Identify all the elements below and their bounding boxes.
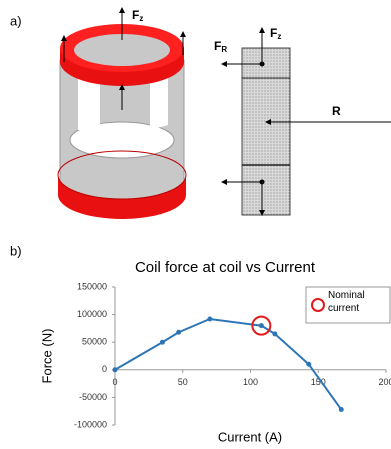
chart-title: Coil force at coil vs Current [135,259,316,276]
x-axis-label: Current (A) [218,429,282,444]
point [339,407,344,412]
force-label: Fz [132,8,143,23]
legend-entry: Nominal current [328,289,388,321]
y-tick-label: 150000 [77,281,107,291]
x-tick-label: 100 [243,377,258,387]
y-tick-label: 50000 [82,337,107,347]
coil-drawing [58,8,391,219]
point [259,323,264,328]
point [207,317,212,322]
point [113,367,118,372]
panel-label: a) [10,13,22,28]
y-tick-label: -50000 [79,392,107,402]
point [176,330,181,335]
x-tick-label: 0 [112,377,117,387]
panel-label: b) [10,243,22,258]
x-tick-label: 200 [378,377,391,387]
force-label: FR [214,39,227,54]
point [272,331,277,336]
y-tick-label: 0 [102,364,107,374]
point [306,362,311,367]
y-axis-label: Force (N) [39,329,54,384]
y-tick-label: -100000 [74,419,107,429]
radius-label: R [332,104,341,118]
legend: Nominal current [306,287,390,323]
legend-label: Nominal current [328,289,376,315]
point [160,340,165,345]
y-tick-label: 100000 [77,309,107,319]
force-label: Fz [270,26,281,41]
figure: a) b) Fz FR Fz R Coil force at coil vs C… [0,0,391,449]
x-tick-label: 50 [178,377,188,387]
